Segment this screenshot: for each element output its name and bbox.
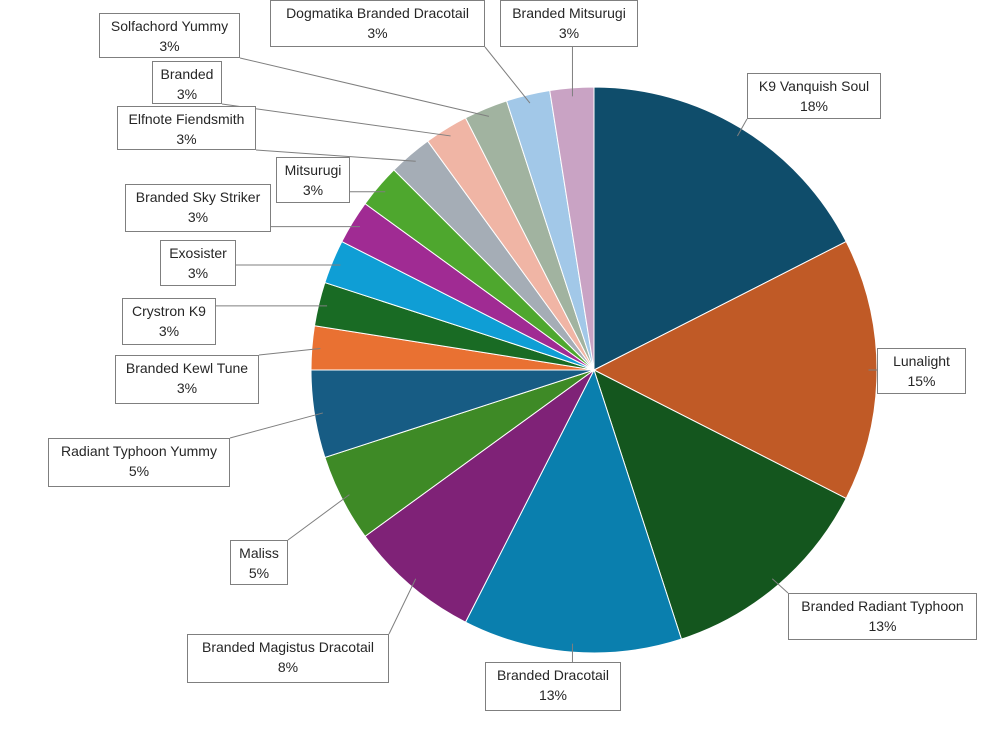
data-label: Branded Kewl Tune 3% (115, 355, 259, 404)
leader-line (484, 46, 531, 104)
data-label-category: Branded Dracotail (496, 667, 610, 683)
data-label-percent: 18% (799, 98, 829, 114)
data-label: Mitsurugi 3% (276, 157, 350, 203)
data-label: Elfnote Fiendsmith 3% (117, 106, 256, 150)
data-label-percent: 8% (277, 659, 299, 675)
data-label: Maliss 5% (230, 540, 288, 585)
data-label-percent: 3% (176, 380, 198, 396)
data-label: Lunalight 15% (877, 348, 966, 394)
data-label-category: Branded Mitsurugi (512, 5, 626, 21)
data-label: Solfachord Yummy 3% (99, 13, 240, 58)
pie-slice-branded-magistus-dracotail (364, 369, 595, 623)
data-label-category: Radiant Typhoon Yummy (61, 443, 217, 459)
data-label: Exosister 3% (160, 240, 236, 286)
data-label-category: Dogmatika Branded Dracotail (286, 5, 469, 21)
data-label: Branded Mitsurugi 3% (500, 0, 638, 47)
leader-line (221, 103, 451, 137)
data-label: Radiant Typhoon Yummy 5% (48, 438, 230, 487)
data-label-percent: 3% (158, 323, 180, 339)
leader-line (771, 578, 789, 594)
data-label-percent: 3% (302, 182, 324, 198)
data-label-percent: 13% (538, 687, 568, 703)
data-label-category: Maliss (239, 545, 279, 561)
leader-line (736, 118, 748, 137)
data-label-percent: 5% (248, 565, 270, 581)
pie-slice-branded-mitsurugi (549, 86, 595, 371)
data-label-category: Branded Magistus Dracotail (202, 639, 374, 655)
leader-line (229, 412, 323, 439)
data-label-category: Branded Sky Striker (135, 189, 261, 205)
data-label: Branded 3% (152, 61, 222, 104)
leader-line (239, 57, 490, 117)
data-label-category: Mitsurugi (284, 162, 342, 178)
data-label-percent: 3% (187, 265, 209, 281)
data-label-category: K9 Vanquish Soul (758, 78, 870, 94)
leader-line (287, 494, 350, 541)
data-label-category: Branded (160, 66, 214, 82)
leader-line (388, 578, 417, 635)
data-label-percent: 3% (176, 131, 197, 147)
pie-slice-branded-dracotail (464, 368, 683, 654)
data-label-percent: 3% (558, 25, 580, 41)
data-label-category: Lunalight (893, 353, 950, 369)
leader-line (255, 149, 416, 162)
data-label: Branded Magistus Dracotail 8% (187, 634, 389, 683)
data-label: Branded Dracotail 13% (485, 662, 621, 711)
data-label-percent: 15% (907, 373, 936, 389)
pie-slice-branded-radiant-typhoon (593, 369, 847, 640)
data-label-category: Elfnote Fiendsmith (128, 111, 245, 127)
leader-line (258, 347, 321, 356)
data-label-category: Exosister (169, 245, 227, 261)
data-label: Crystron K9 3% (122, 298, 216, 345)
data-label: K9 Vanquish Soul 18% (747, 73, 881, 119)
data-label-category: Crystron K9 (132, 303, 206, 319)
data-label-percent: 5% (128, 463, 150, 479)
data-label-category: Solfachord Yummy (110, 18, 229, 34)
data-label-category: Branded Radiant Typhoon (801, 598, 964, 614)
data-label: Dogmatika Branded Dracotail 3% (270, 0, 485, 47)
data-label-category: Branded Kewl Tune (125, 360, 249, 376)
data-label-percent: 3% (367, 25, 388, 41)
data-label-percent: 3% (187, 209, 209, 225)
data-label-percent: 3% (176, 86, 198, 102)
data-label-percent: 3% (159, 38, 180, 54)
data-label-percent: 13% (868, 618, 897, 634)
data-label: Branded Sky Striker 3% (125, 184, 271, 232)
data-label: Branded Radiant Typhoon 13% (788, 593, 977, 640)
